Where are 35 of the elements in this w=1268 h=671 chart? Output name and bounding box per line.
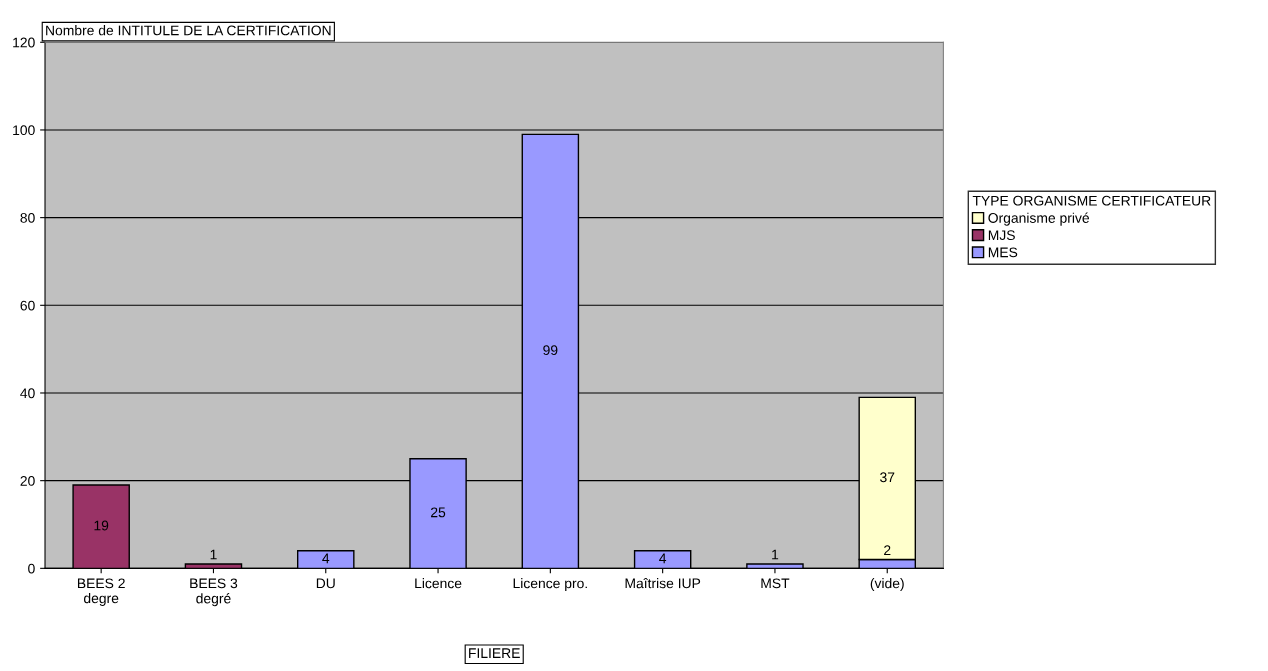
legend-title: TYPE ORGANISME CERTIFICATEUR (972, 195, 1211, 206)
data-label: 2 (884, 545, 891, 555)
y-tick-label: 100 (13, 125, 35, 136)
chart-title: Nombre de INTITULE DE LA CERTIFICATION (46, 25, 331, 36)
x-tick-label: BEES 2 degre (77, 578, 125, 606)
x-axis-title: FILIERE (469, 648, 520, 658)
bar (72, 484, 130, 569)
legend-label: Organisme privé (988, 212, 1090, 226)
data-label: 4 (322, 553, 330, 564)
bar (296, 550, 355, 569)
data-label: 25 (431, 507, 446, 518)
data-label: 99 (543, 345, 558, 356)
data-label: 4 (659, 553, 667, 564)
bar (184, 563, 243, 569)
x-tick-label: (vide) (870, 578, 904, 591)
y-tick-label: 20 (20, 475, 35, 486)
y-tick-label: 0 (28, 563, 35, 574)
legend-label: MES (988, 247, 1018, 258)
bar (746, 563, 804, 569)
y-tick-label: 120 (13, 37, 35, 48)
data-label: 19 (94, 520, 109, 531)
x-tick-label: DU (316, 578, 335, 589)
bar (633, 550, 692, 569)
data-label: 1 (772, 549, 779, 560)
x-tick-label: Licence pro. (513, 578, 587, 592)
data-label: 37 (880, 472, 895, 483)
x-tick-label: MST (761, 578, 790, 589)
data-label: 1 (210, 549, 217, 560)
y-tick-label: 60 (20, 300, 35, 311)
x-tick-label: Licence (415, 578, 462, 589)
x-tick-label: Maîtrise IUP (625, 578, 701, 589)
y-tick-label: 80 (20, 212, 35, 223)
x-tick-label: BEES 3 degré (190, 578, 238, 607)
y-tick-label: 40 (20, 388, 35, 399)
legend-label: MJS (988, 230, 1015, 241)
